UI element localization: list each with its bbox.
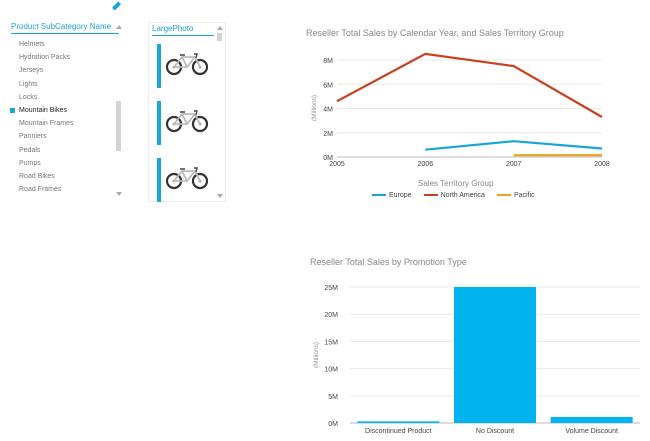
slicer-item-label: Panniers	[19, 133, 47, 141]
x-tick-label: Volume Discount	[565, 428, 618, 435]
slicer-item[interactable]: Jerseys	[8, 64, 114, 77]
slicer-item-label: Pumps	[19, 159, 41, 167]
legend-item[interactable]: Europe	[372, 192, 412, 199]
slicer-list: Helmets Hydration Packs Jerseys Lights Locks…	[8, 38, 114, 196]
x-tick-label: 2008	[594, 161, 610, 168]
x-tick-label: 2005	[329, 161, 345, 168]
scroll-up-arrow-icon[interactable]	[116, 25, 122, 29]
slicer-item-label: Pedals	[19, 146, 41, 154]
legend-title: Sales Territory Group	[418, 179, 494, 188]
photo-selection-bar	[157, 158, 161, 202]
slicer-item[interactable]: Pumps	[8, 157, 114, 170]
y-tick-label: 25M	[324, 285, 338, 292]
slicer-header: Product SubCategory Name	[11, 22, 119, 34]
y-tick-label: 10M	[324, 367, 338, 374]
y-tick-label: 5M	[328, 394, 338, 401]
y-tick-label: 20M	[324, 312, 338, 319]
photo-card[interactable]	[157, 44, 215, 88]
photo-selection-bar	[157, 44, 161, 88]
slicer-item[interactable]: Mountain Bikes	[8, 104, 114, 117]
photo-scroll-down-arrow-icon[interactable]	[217, 194, 223, 198]
y-axis-label: (Millions)	[311, 95, 318, 121]
slicer-item[interactable]: Lights	[8, 78, 114, 91]
legend-item[interactable]: North America	[423, 192, 485, 199]
y-tick-label: 0M	[328, 421, 338, 428]
line-chart-legend: Europe North America Pacific	[372, 192, 547, 202]
y-tick-label: 4M	[323, 107, 333, 114]
y-tick-label: 2M	[323, 131, 333, 138]
large-photo-panel: LargePhoto	[148, 22, 226, 202]
photo-card[interactable]	[157, 158, 215, 202]
y-tick-label: 6M	[323, 82, 333, 89]
slicer-item[interactable]: Road Bikes	[8, 170, 114, 183]
legend-label: North America	[440, 192, 485, 199]
slicer-item-label: Mountain Frames	[19, 120, 74, 128]
y-tick-label: 15M	[324, 339, 338, 346]
legend-swatch	[496, 194, 511, 197]
product-subcategory-slicer: Product SubCategory Name Helmets Hydratio…	[8, 18, 123, 198]
x-tick-label: 2007	[506, 161, 522, 168]
slicer-item[interactable]: Hydration Packs	[8, 51, 114, 64]
line-chart-title: Reseller Total Sales by Calendar Year, a…	[306, 28, 564, 38]
slicer-scrollbar[interactable]	[116, 101, 121, 151]
bar-chart-title: Reseller Total Sales by Promotion Type	[310, 257, 467, 267]
clear-selection-eraser-icon[interactable]	[111, 1, 122, 11]
legend-item[interactable]: Pacific	[496, 192, 535, 199]
photo-scrollbar[interactable]	[217, 33, 222, 41]
x-tick-label: Discontinued Product	[365, 428, 432, 435]
slicer-item-label: Locks	[19, 93, 38, 101]
slicer-item-label: Lights	[19, 80, 38, 88]
selected-checkbox-icon	[10, 107, 15, 113]
slicer-item-label: Helmets	[19, 41, 45, 48]
slicer-item[interactable]: Helmets	[8, 38, 114, 51]
slicer-item-label: Road Frames	[19, 186, 62, 194]
y-tick-label: 8M	[323, 58, 333, 65]
slicer-item-label: Jerseys	[19, 67, 44, 75]
slicer-item-label: Road Bikes	[19, 172, 55, 180]
slicer-item[interactable]: Panniers	[8, 130, 114, 143]
slicer-item[interactable]: Pedals	[8, 144, 114, 157]
series-line-europe	[425, 140, 603, 151]
x-tick-label: 2006	[418, 161, 434, 168]
slicer-item[interactable]: Road Frames	[8, 183, 114, 196]
x-tick-label: No Discount	[476, 428, 514, 435]
y-axis-label: (Millions)	[313, 342, 320, 368]
slicer-item[interactable]: Mountain Frames	[8, 117, 114, 130]
photo-scroll-up-arrow-icon[interactable]	[217, 26, 223, 30]
slicer-item-label: Mountain Bikes	[19, 106, 67, 114]
slicer-item-label: Hydration Packs	[19, 54, 70, 62]
legend-swatch	[372, 194, 386, 197]
slicer-item[interactable]: Locks	[8, 91, 114, 104]
y-tick-label: 0M	[323, 155, 333, 162]
legend-label: Pacific	[513, 192, 535, 199]
photo-header: LargePhoto	[152, 24, 214, 36]
legend-swatch	[423, 194, 438, 197]
bar	[454, 287, 536, 423]
bar	[357, 421, 440, 423]
series-line-north-america	[336, 52, 603, 118]
photo-card[interactable]	[157, 101, 215, 145]
photo-selection-bar	[157, 101, 161, 145]
bar	[550, 417, 633, 423]
legend-label: Europe	[389, 192, 412, 199]
scroll-down-arrow-icon[interactable]	[116, 192, 122, 196]
